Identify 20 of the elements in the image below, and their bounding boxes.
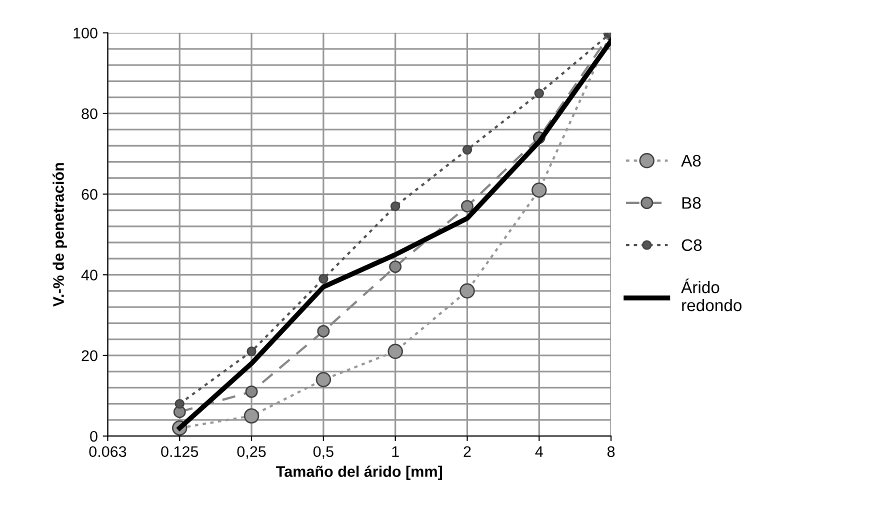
x-tick-label: 8 bbox=[607, 446, 615, 458]
legend-label: A8 bbox=[681, 154, 701, 167]
x-tick-label: 4 bbox=[535, 446, 543, 457]
y-tick-label: 60 bbox=[82, 188, 98, 200]
y-tick-label: 100 bbox=[74, 28, 98, 39]
y-tick-label: 20 bbox=[82, 350, 98, 362]
x-tick-label: 2 bbox=[464, 446, 471, 457]
y-axis-title: V.-% de penetración bbox=[52, 163, 67, 307]
legend-label: Árido redondo bbox=[681, 278, 742, 312]
legend-label: C8 bbox=[682, 239, 702, 252]
x-tick-label: 0,5 bbox=[313, 446, 334, 459]
y-tick-label: 0 bbox=[90, 430, 98, 442]
y-tick-label: 40 bbox=[81, 270, 98, 280]
legend-label: B8 bbox=[682, 197, 701, 209]
x-tick-label: 0.063 bbox=[89, 446, 126, 458]
x-tick-label: 0,25 bbox=[237, 446, 266, 459]
x-tick-label: 1 bbox=[392, 446, 399, 457]
x-axis-title: Tamaño del árido [mm] bbox=[276, 466, 442, 480]
x-tick-label: 0.125 bbox=[161, 446, 198, 458]
y-tick-label: 80 bbox=[82, 108, 98, 120]
